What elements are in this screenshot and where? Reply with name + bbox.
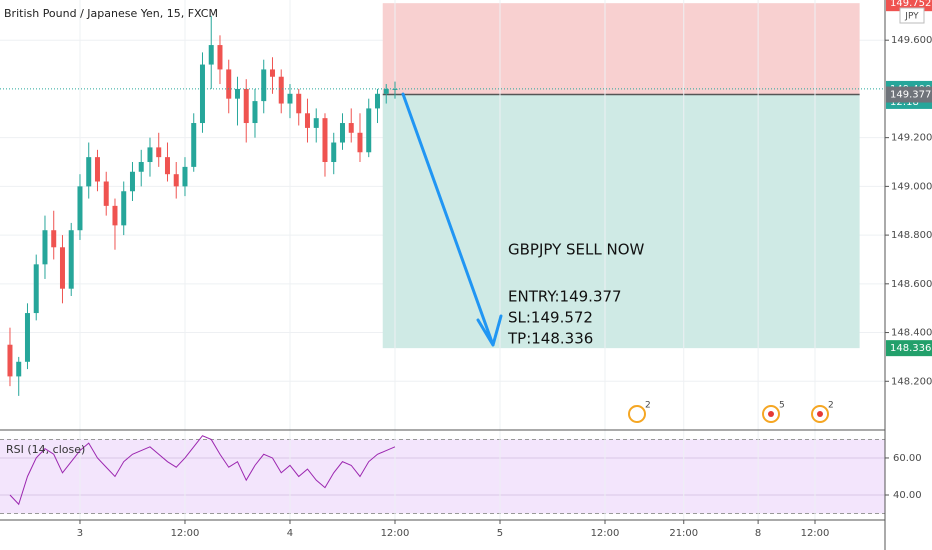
x-tick-label: 12:00 bbox=[381, 528, 410, 539]
candle-body bbox=[348, 123, 354, 133]
price-label-box bbox=[886, 340, 932, 357]
candle-body bbox=[51, 230, 57, 248]
event-dot bbox=[768, 411, 774, 417]
candle-body bbox=[383, 88, 389, 94]
y-tick-label: 148.200 bbox=[891, 376, 932, 387]
x-tick-label: 4 bbox=[287, 528, 293, 539]
events: 2 5 2 bbox=[628, 401, 834, 423]
candle-body bbox=[322, 118, 328, 163]
candle-body bbox=[304, 113, 310, 128]
candle-body bbox=[357, 132, 363, 153]
x-tick-label: 12:00 bbox=[801, 528, 830, 539]
candle-body bbox=[7, 344, 13, 377]
candle-body bbox=[339, 123, 345, 143]
candle-body bbox=[208, 45, 214, 65]
candle-body bbox=[269, 69, 275, 77]
candle-body bbox=[147, 147, 153, 163]
plot-background bbox=[0, 0, 885, 520]
price-label-box bbox=[886, 0, 932, 12]
target-zone bbox=[382, 94, 860, 349]
chart-title: British Pound / Japanese Yen, 15, FXCM bbox=[4, 7, 218, 20]
price-label: 148.336 bbox=[890, 343, 931, 354]
candle-body bbox=[121, 191, 127, 226]
event-dot bbox=[817, 411, 823, 417]
y-tick-label: 40.00 bbox=[893, 490, 922, 501]
candle-body bbox=[86, 157, 92, 187]
currency-badge bbox=[899, 7, 925, 24]
y-tick-label: 148.800 bbox=[891, 230, 932, 241]
rsi-title: RSI (14, close) bbox=[6, 443, 85, 456]
candle-body bbox=[16, 361, 22, 377]
candle-body bbox=[156, 147, 162, 158]
annotation-line: SL:149.572 bbox=[508, 309, 593, 327]
event-count: 2 bbox=[645, 401, 651, 411]
candle-body bbox=[234, 88, 240, 99]
candle-body bbox=[24, 313, 30, 362]
candle-body bbox=[374, 93, 380, 109]
currency-label: JPY bbox=[904, 12, 919, 22]
candle-body bbox=[226, 69, 232, 99]
candle-body bbox=[199, 64, 205, 124]
candle-body bbox=[33, 264, 39, 314]
candle-body bbox=[103, 181, 109, 206]
candle-body bbox=[182, 166, 188, 187]
y-tick-label: 149.600 bbox=[891, 35, 932, 46]
candle-body bbox=[94, 157, 100, 182]
y-tick-label: 148.400 bbox=[891, 328, 932, 339]
annotation-line: TP:148.336 bbox=[507, 330, 593, 348]
candle-body bbox=[331, 142, 337, 163]
candle-body bbox=[42, 230, 48, 265]
candle-body bbox=[68, 230, 74, 289]
candle-body bbox=[59, 247, 65, 289]
candle-body bbox=[392, 88, 398, 90]
plot-marks bbox=[0, 15, 885, 506]
candle-body bbox=[252, 101, 258, 124]
x-tick-label: 8 bbox=[755, 528, 761, 539]
y-tick-label: 148.600 bbox=[891, 279, 932, 290]
x-tick-label: 5 bbox=[497, 528, 503, 539]
candle-body bbox=[278, 76, 284, 104]
y-tick-label: 60.00 bbox=[893, 453, 922, 464]
price-label-box bbox=[886, 86, 932, 103]
candle-body bbox=[112, 205, 118, 226]
annotation-line: ENTRY:149.377 bbox=[508, 288, 622, 306]
y-tick-label: 149.000 bbox=[891, 181, 932, 192]
x-tick-label: 12:00 bbox=[171, 528, 200, 539]
annotation-title: GBPJPY SELL NOW bbox=[508, 241, 645, 259]
candle-body bbox=[287, 93, 293, 104]
candle-body bbox=[261, 69, 267, 102]
price-label: 149.377 bbox=[890, 90, 931, 101]
x-tick-label: 21:00 bbox=[669, 528, 698, 539]
rsi-band bbox=[0, 439, 885, 514]
rsi-line bbox=[9, 435, 396, 506]
price-label: 149.752 bbox=[890, 0, 931, 9]
candle-body bbox=[217, 45, 223, 70]
x-tick-label: 12:00 bbox=[591, 528, 620, 539]
candle-body bbox=[296, 93, 302, 114]
x-tick-label: 3 bbox=[77, 528, 83, 539]
candle-body bbox=[164, 157, 170, 175]
arrow bbox=[401, 92, 503, 347]
stop-zone bbox=[382, 3, 860, 95]
event-count: 5 bbox=[779, 401, 785, 411]
event-count: 2 bbox=[828, 401, 834, 411]
candle-body bbox=[191, 123, 197, 167]
y-tick-label: 149.200 bbox=[891, 133, 932, 144]
candle-body bbox=[243, 88, 249, 124]
event-icon[interactable] bbox=[628, 405, 646, 423]
candle-body bbox=[313, 118, 319, 128]
candle-body bbox=[138, 162, 144, 172]
candle-body bbox=[77, 186, 83, 231]
candle-body bbox=[173, 174, 179, 187]
candle-body bbox=[129, 171, 135, 192]
candle-body bbox=[366, 108, 372, 153]
